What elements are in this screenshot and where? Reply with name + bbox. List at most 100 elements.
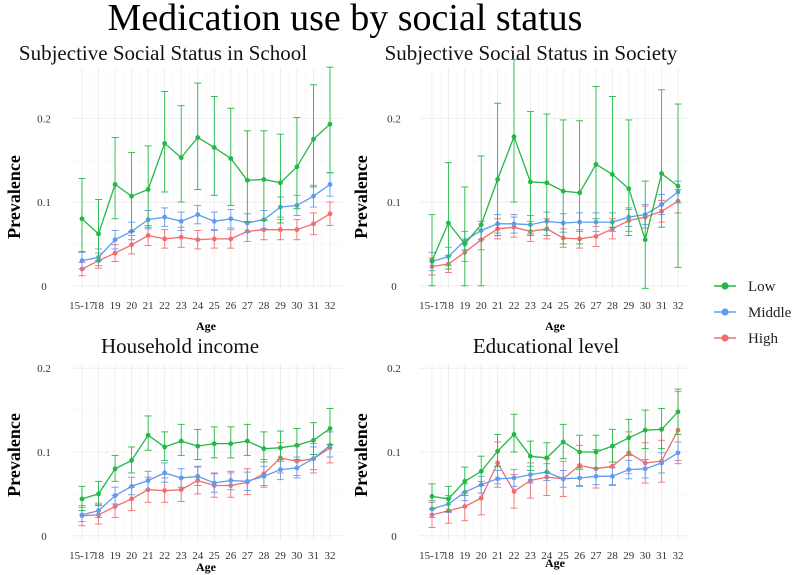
y-axis-label: Prevalence xyxy=(4,155,24,239)
data-point xyxy=(642,237,648,243)
y-tick-label: 0.2 xyxy=(37,363,51,375)
data-point xyxy=(96,508,101,514)
data-point xyxy=(228,156,234,161)
x-tick-label: 31 xyxy=(656,300,667,312)
x-tick-label: 18 xyxy=(93,550,105,562)
data-point xyxy=(129,193,135,199)
gridlines xyxy=(420,364,690,540)
data-point xyxy=(244,177,250,183)
data-point xyxy=(528,453,533,459)
data-point xyxy=(544,180,550,186)
data-point xyxy=(211,236,217,242)
x-tick-label: 19 xyxy=(459,550,471,562)
x-tick-label: 28 xyxy=(258,300,270,312)
data-point xyxy=(577,190,582,196)
data-point xyxy=(178,155,184,161)
data-point xyxy=(294,442,300,448)
y-tick-label: 0.1 xyxy=(387,447,401,459)
legend: Low Middle High xyxy=(714,279,792,347)
x-tick-label: 25 xyxy=(209,550,221,562)
y-tick-label: 0.1 xyxy=(387,197,401,209)
panel-subjective-social-status-in-society: Subjective Social Status in Society Age Pr… xyxy=(351,41,690,333)
x-tick-label: 18 xyxy=(443,550,455,562)
data-point xyxy=(642,466,648,472)
data-point xyxy=(278,467,283,472)
data-point xyxy=(294,465,300,471)
data-point xyxy=(96,231,101,237)
x-tick-label: 27 xyxy=(242,550,254,562)
panel-title: Subjective Social Status in Society xyxy=(385,41,678,65)
data-point xyxy=(544,455,550,461)
data-point xyxy=(261,446,267,452)
x-tick-label: 32 xyxy=(325,300,336,312)
data-point xyxy=(112,237,118,243)
panel-title: Educational level xyxy=(473,334,620,358)
y-tick-label: 0.2 xyxy=(37,113,51,125)
data-point xyxy=(577,449,582,455)
data-point xyxy=(675,450,681,456)
data-point xyxy=(593,233,599,239)
legend-item-high: High xyxy=(714,331,779,347)
x-axis-label: Age xyxy=(545,319,566,333)
data-point xyxy=(311,437,316,443)
data-point xyxy=(178,487,184,493)
data-point xyxy=(228,216,234,222)
series-line xyxy=(431,429,679,516)
x-tick-label: 19 xyxy=(110,550,122,562)
x-tick-label: 19 xyxy=(110,300,122,312)
series-line xyxy=(81,447,331,517)
data-point xyxy=(145,478,151,483)
data-point xyxy=(311,456,316,462)
series-line xyxy=(81,444,331,516)
x-tick-label: 15-17 xyxy=(419,300,445,312)
data-point xyxy=(162,214,168,220)
data-point xyxy=(478,468,484,474)
x-tick-label: 30 xyxy=(640,300,652,312)
x-tick-label: 32 xyxy=(673,300,684,312)
data-point xyxy=(228,236,234,242)
x-tick-label: 23 xyxy=(176,300,188,312)
x-tick-label: 15-17 xyxy=(69,300,95,312)
panel-title: Household income xyxy=(101,334,259,358)
data-point xyxy=(244,438,250,444)
x-axis-label: Age xyxy=(196,319,217,333)
x-tick-label: 26 xyxy=(225,300,237,312)
x-tick-label: 32 xyxy=(673,550,684,562)
x-tick-label: 25 xyxy=(209,300,221,312)
data-point xyxy=(112,466,118,472)
data-point xyxy=(642,427,648,433)
x-tick-label: 24 xyxy=(192,300,204,312)
data-point xyxy=(659,171,664,176)
data-point xyxy=(228,478,234,483)
x-axis-label: Age xyxy=(545,556,566,570)
x-tick-label: 15-17 xyxy=(419,550,445,562)
series-line xyxy=(431,452,679,510)
y-tick-label: 0 xyxy=(391,281,397,293)
data-point xyxy=(610,463,615,469)
data-point xyxy=(145,187,151,192)
data-point xyxy=(495,476,500,482)
data-point xyxy=(478,222,484,228)
y-axis-label: Prevalence xyxy=(4,413,24,497)
series-low xyxy=(78,407,334,512)
data-point xyxy=(129,457,135,463)
data-point xyxy=(178,475,184,481)
gridlines xyxy=(420,68,690,290)
x-tick-label: 20 xyxy=(126,550,138,562)
data-point xyxy=(195,237,201,243)
data-point xyxy=(311,193,316,199)
x-tick-label: 24 xyxy=(541,300,553,312)
legend-item-middle: Middle xyxy=(714,305,792,321)
x-tick-label: 26 xyxy=(574,300,586,312)
x-tick-label: 30 xyxy=(640,550,652,562)
series-line xyxy=(431,134,679,261)
series-low xyxy=(78,66,334,262)
y-tick-labels: 0 0.1 0.2 xyxy=(387,363,401,543)
series-line xyxy=(81,183,331,262)
legend-label-high: High xyxy=(748,331,779,347)
data-point xyxy=(278,180,283,186)
data-point xyxy=(112,182,118,187)
